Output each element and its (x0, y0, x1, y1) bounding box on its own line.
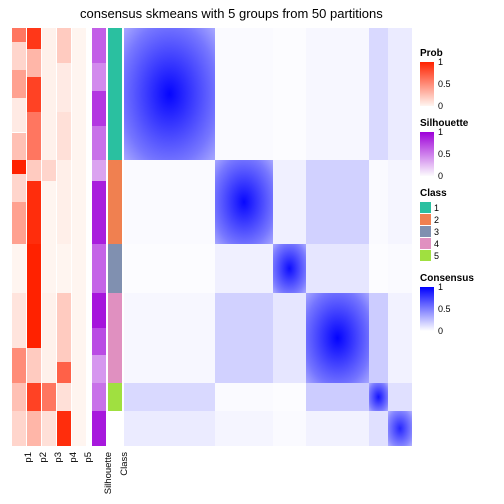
legend-class-item-3: 3 (420, 226, 500, 237)
legend-area: Prob 10.50 Silhouette 10.50 Class 12345 … (420, 48, 500, 343)
plot-area (12, 28, 412, 446)
prob-column-p2 (27, 28, 41, 446)
legend-class-item-4: 4 (420, 238, 500, 249)
plot-title: consensus skmeans with 5 groups from 50 … (80, 6, 383, 21)
legend-cons: Consensus 10.50 (420, 273, 500, 331)
xlabel-Silhouette: Silhouette (103, 452, 114, 494)
legend-class-title: Class (420, 188, 500, 199)
legend-class: Class 12345 (420, 188, 500, 261)
xlabel-Class: Class (119, 452, 130, 476)
xlabel-p5: p5 (83, 452, 94, 463)
xlabel-p4: p4 (68, 452, 79, 463)
silhouette-column (92, 28, 106, 446)
legend-class-item-5: 5 (420, 250, 500, 261)
prob-column-p5 (72, 28, 86, 446)
xlabel-p2: p2 (38, 452, 49, 463)
class-column (108, 28, 122, 446)
legend-sil-title: Silhouette (420, 118, 500, 129)
legend-sil-gradient: 10.50 (420, 132, 434, 176)
legend-prob-gradient: 10.50 (420, 62, 434, 106)
legend-prob: Prob 10.50 (420, 48, 500, 106)
prob-column-p1 (12, 28, 26, 446)
xlabel-p3: p3 (53, 452, 64, 463)
consensus-heatmap (124, 28, 412, 446)
legend-prob-title: Prob (420, 48, 500, 59)
legend-cons-gradient: 10.50 (420, 287, 434, 331)
x-axis-labels: p1 p2 p3 p4 p5 Silhouette Class (12, 448, 412, 498)
xlabel-p1: p1 (23, 452, 34, 463)
legend-sil: Silhouette 10.50 (420, 118, 500, 176)
prob-column-p4 (57, 28, 71, 446)
legend-cons-title: Consensus (420, 273, 500, 284)
prob-column-p3 (42, 28, 56, 446)
legend-class-item-2: 2 (420, 214, 500, 225)
legend-class-item-1: 1 (420, 202, 500, 213)
